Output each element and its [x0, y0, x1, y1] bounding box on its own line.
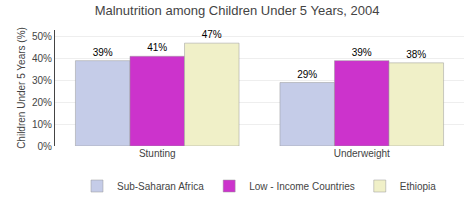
svg-text:Underweight: Underweight	[334, 148, 390, 159]
svg-text:39%: 39%	[352, 47, 372, 58]
svg-text:50%: 50%	[32, 31, 52, 42]
svg-text:20%: 20%	[32, 97, 52, 108]
svg-text:10%: 10%	[32, 119, 52, 130]
svg-text:Ethiopia: Ethiopia	[400, 181, 437, 192]
svg-text:0%: 0%	[38, 141, 53, 152]
svg-text:29%: 29%	[297, 69, 317, 80]
svg-text:47%: 47%	[202, 29, 222, 40]
svg-text:38%: 38%	[406, 49, 426, 60]
svg-text:Low - Income Countries: Low - Income Countries	[249, 181, 355, 192]
svg-text:41%: 41%	[147, 42, 167, 53]
svg-text:Sub-Saharan Africa: Sub-Saharan Africa	[117, 181, 204, 192]
svg-text:Stunting: Stunting	[139, 148, 176, 159]
svg-text:Malnutrition among Children Un: Malnutrition among Children Under 5 Year…	[95, 3, 380, 18]
svg-text:40%: 40%	[32, 53, 52, 64]
svg-text:30%: 30%	[32, 75, 52, 86]
svg-text:39%: 39%	[93, 47, 113, 58]
svg-text:Children Under 5 Years (%): Children Under 5 Years (%)	[16, 27, 27, 149]
